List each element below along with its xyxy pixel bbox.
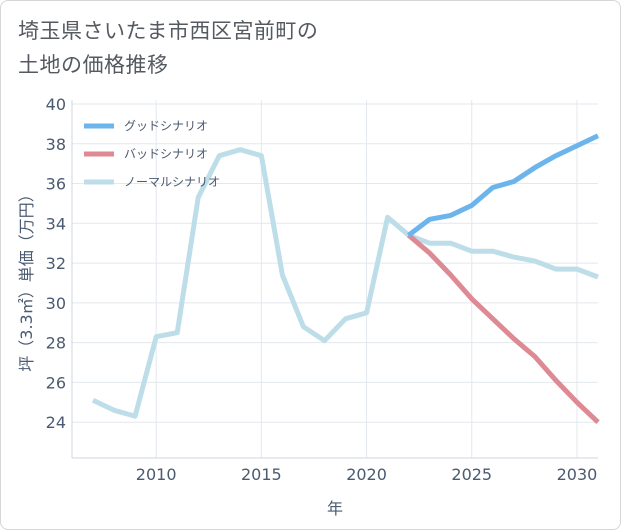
y-tick-label: 30 <box>46 294 66 313</box>
series-line-2 <box>91 147 599 419</box>
y-tick-label: 28 <box>46 334 66 353</box>
y-axis-label: 坪（3.3㎡）単価（万円） <box>17 186 36 371</box>
axis-lines <box>71 100 598 459</box>
plot-area <box>72 100 598 458</box>
x-axis-label: 年 <box>327 499 343 518</box>
chart-title-line-2: 土地の価格推移 <box>18 53 169 77</box>
chart-title-line-1: 埼玉県さいたま市西区宮前町の <box>18 19 319 43</box>
y-tick-label: 36 <box>46 175 66 194</box>
y-tick-label: 40 <box>46 95 66 114</box>
x-tick-label: 2010 <box>136 465 177 484</box>
legend-label: グッドシナリオ <box>124 119 208 133</box>
series-lines <box>91 133 600 425</box>
x-tick-label: 2015 <box>241 465 282 484</box>
legend-label: バッドシナリオ <box>124 147 208 161</box>
x-tick-label: 2030 <box>557 465 598 484</box>
x-tick-label: 2020 <box>346 465 387 484</box>
y-tick-label: 24 <box>46 413 66 432</box>
grid-lines <box>72 100 598 458</box>
y-tick-label: 32 <box>46 254 66 273</box>
tick-labels: 24 26 28 30 32 34 36 38 40 2010 2015 2020 2025 2030 <box>46 95 598 484</box>
series-line-0 <box>407 133 600 238</box>
y-tick-label: 26 <box>46 373 66 392</box>
x-tick-label: 2025 <box>451 465 492 484</box>
y-tick-label: 38 <box>46 135 66 154</box>
legend-label: ノーマルシナリオ <box>124 175 220 189</box>
series-line-1 <box>406 233 600 425</box>
y-tick-label: 34 <box>46 214 66 233</box>
chart-title: 埼玉県さいたま市西区宮前町の 土地の価格推移 <box>18 14 318 82</box>
